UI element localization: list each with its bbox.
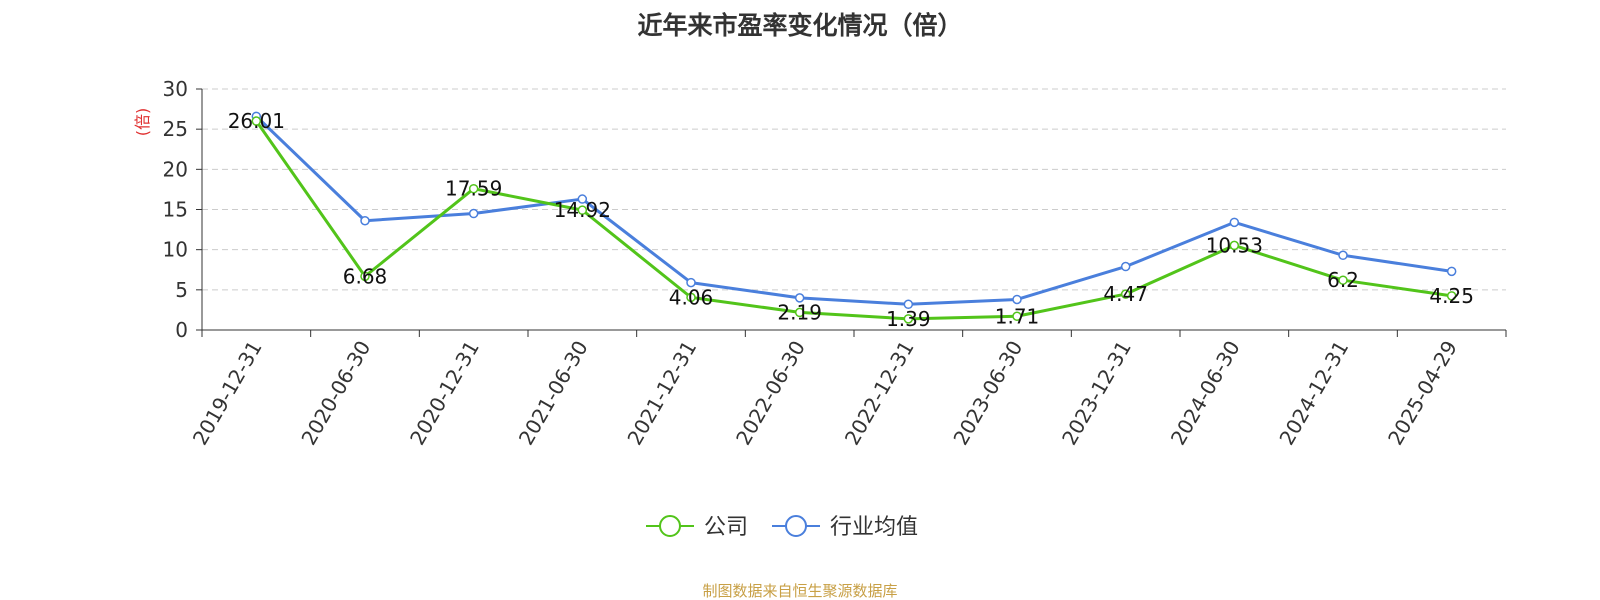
y-tick-label: 10	[163, 238, 188, 262]
data-point	[468, 208, 479, 219]
data-point	[360, 215, 370, 226]
y-tick-label: 25	[163, 117, 188, 141]
data-point	[794, 307, 805, 318]
data-label: 1.39	[886, 307, 931, 331]
y-tick-label: 15	[163, 198, 188, 222]
data-point	[903, 314, 914, 324]
x-tick-label: 2023-06-30	[948, 337, 1027, 450]
x-tick-label: 2020-12-31	[405, 336, 484, 449]
chart-title: 近年来市盈率变化情况（倍）	[637, 11, 963, 40]
legend-marker	[785, 515, 807, 537]
legend-marker	[659, 515, 681, 537]
y-tick-label: 30	[163, 77, 188, 101]
data-label: 4.06	[669, 285, 714, 309]
x-tick-label: 2024-06-30	[1166, 337, 1245, 450]
data-point	[251, 116, 262, 126]
data-point	[1120, 289, 1131, 299]
data-point	[1012, 294, 1022, 305]
x-tick-label: 2023-12-31	[1057, 337, 1136, 450]
x-tick-label: 2020-06-30	[296, 337, 375, 450]
data-label: 2.19	[777, 300, 822, 324]
data-point	[1229, 240, 1240, 251]
data-point	[1012, 311, 1022, 322]
data-label: 6.2	[1327, 268, 1359, 292]
data-point	[903, 299, 914, 310]
data-label: 14.92	[554, 198, 611, 222]
legend-label: 行业均值	[830, 515, 918, 540]
data-point	[1120, 261, 1131, 272]
y-tick-label: 0	[175, 318, 188, 342]
data-label: 6.68	[343, 264, 388, 288]
source-note: 制图数据来自恒生聚源数据库	[702, 582, 898, 600]
data-label: 1.71	[995, 304, 1040, 328]
x-tick-label: 2021-12-31	[622, 337, 701, 450]
data-label: 4.25	[1429, 284, 1474, 308]
y-tick-label: 20	[163, 157, 188, 181]
series-line-0	[255, 120, 1452, 321]
x-tick-label: 2022-06-30	[731, 337, 810, 450]
data-point	[794, 293, 805, 303]
data-point	[1446, 291, 1457, 301]
x-tick-label: 2021-06-30	[514, 337, 593, 450]
data-point	[468, 183, 479, 194]
data-point	[1229, 217, 1240, 228]
x-tick-label: 2019-12-31	[188, 337, 267, 450]
y-tick-label: 5	[175, 278, 188, 302]
data-point	[1338, 250, 1348, 261]
legend-label: 公司	[704, 515, 748, 540]
data-point	[360, 271, 370, 282]
data-point	[577, 205, 588, 215]
data-point	[686, 292, 696, 303]
x-tick-label: 2025-04-29	[1383, 337, 1462, 450]
data-point	[1446, 266, 1457, 277]
data-point	[1338, 275, 1348, 285]
data-point	[577, 194, 588, 204]
data-label: 10.53	[1206, 233, 1263, 257]
data-label: 26.01	[228, 109, 285, 133]
data-label: 4.47	[1103, 282, 1148, 306]
series-line-1	[255, 115, 1452, 306]
x-tick-label: 2024-12-31	[1274, 337, 1353, 450]
y-axis-title: (倍)	[133, 108, 152, 137]
data-label: 17.59	[445, 177, 502, 201]
x-tick-label: 2022-12-31	[840, 336, 919, 449]
data-point	[686, 277, 696, 288]
